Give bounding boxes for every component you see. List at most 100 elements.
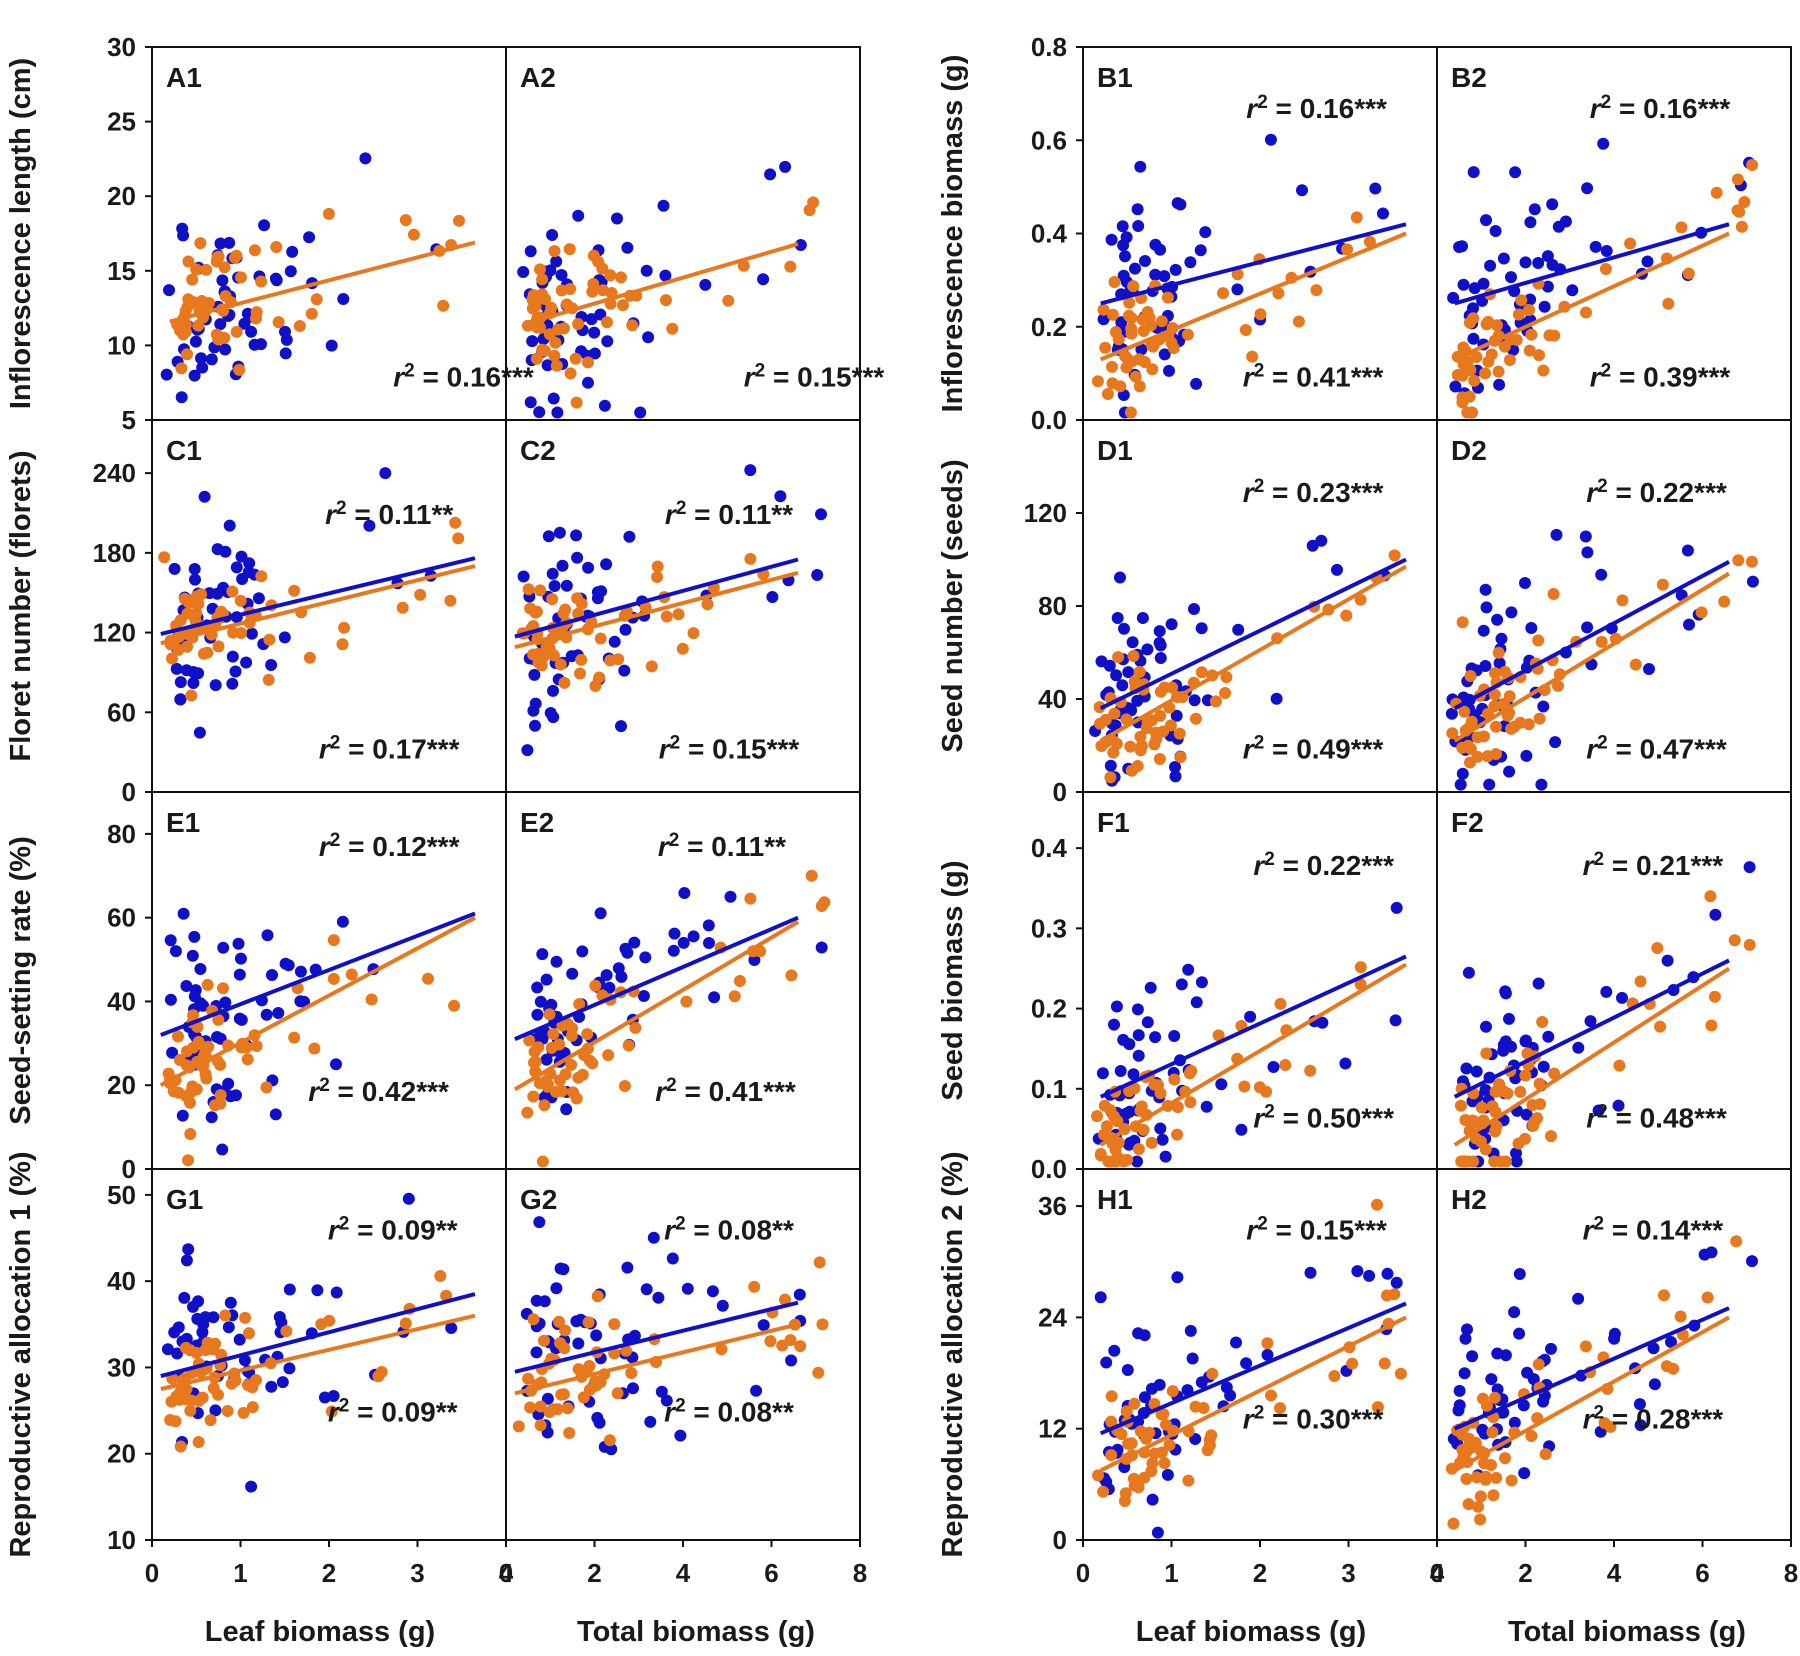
point-orange-a1	[270, 241, 283, 253]
x-tick-label: 4	[1430, 1558, 1445, 1588]
point-blue-e1	[219, 996, 232, 1009]
point-orange-e1	[172, 1030, 184, 1043]
point-orange-e1	[241, 1053, 254, 1066]
x-tick-label: 4	[499, 1558, 514, 1588]
point-blue-f1	[1131, 1155, 1143, 1168]
point-blue-h2	[1508, 1306, 1521, 1319]
y-tick-label: 60	[107, 697, 136, 727]
point-blue-g2	[652, 1291, 665, 1304]
point-blue-c2	[766, 591, 779, 603]
point-orange-g2	[589, 1375, 602, 1388]
point-blue-c2	[528, 668, 541, 681]
y-tick-label: 40	[1038, 684, 1067, 714]
point-orange-a1	[190, 263, 203, 276]
point-orange-h1	[1371, 1198, 1383, 1211]
panel-e1: E1 r2 = 0.12*** r2 = 0.42*** 0 20 40 60 80 Seed-…	[5, 791, 507, 1184]
point-blue-f1	[1108, 1018, 1120, 1031]
fit-line-orange-d1	[1099, 564, 1407, 743]
point-blue-b1	[1199, 226, 1212, 239]
point-blue-d1	[1306, 539, 1319, 552]
point-blue-d1	[1188, 694, 1201, 707]
point-orange-f1	[1109, 1155, 1122, 1168]
point-blue-h1	[1094, 1291, 1107, 1304]
point-blue-g2	[550, 1282, 563, 1295]
r2-blue: r2 = 0.15***	[1246, 1213, 1387, 1246]
point-orange-a2	[536, 343, 549, 356]
point-blue-d2	[1454, 778, 1467, 791]
point-blue-c1	[189, 573, 201, 586]
point-orange-e2	[553, 1038, 566, 1051]
point-blue-b2	[1468, 282, 1481, 295]
fit-line-orange-f1	[1099, 962, 1408, 1147]
point-blue-f1	[1132, 1029, 1145, 1042]
point-blue-c2	[571, 551, 584, 564]
point-orange-e1	[182, 1154, 195, 1167]
point-blue-a2	[550, 255, 563, 268]
point-orange-e2	[556, 1019, 569, 1032]
point-blue-c1	[265, 659, 278, 671]
point-orange-d1	[1134, 730, 1147, 743]
point-blue-h1	[1304, 1266, 1317, 1279]
point-orange-b1	[1167, 342, 1180, 354]
point-orange-e1	[365, 993, 378, 1006]
point-blue-g1	[318, 1391, 331, 1404]
point-blue-b2	[1559, 215, 1572, 228]
point-blue-a1	[196, 361, 209, 374]
point-blue-c2	[529, 719, 541, 732]
point-blue-d1	[1154, 639, 1167, 652]
y-tick-label: 20	[107, 1439, 136, 1469]
point-orange-f2	[1514, 1085, 1527, 1098]
point-blue-e2	[531, 1008, 544, 1021]
point-orange-c2	[593, 671, 606, 684]
point-blue-a2	[524, 245, 537, 258]
r2-orange: r2 = 0.49***	[1243, 732, 1384, 765]
point-orange-a1	[212, 250, 225, 263]
point-orange-g2	[559, 1324, 571, 1337]
point-blue-d2	[1550, 528, 1563, 541]
point-orange-a1	[182, 255, 195, 268]
point-blue-f1	[1244, 1010, 1257, 1023]
point-blue-b1	[1369, 182, 1382, 195]
panel-label: D1	[1097, 435, 1133, 466]
point-blue-e1	[294, 995, 307, 1008]
point-blue-g1	[283, 1283, 296, 1296]
point-blue-e2	[615, 970, 628, 983]
point-orange-a2	[536, 273, 549, 286]
point-blue-b1	[1158, 348, 1171, 361]
point-orange-g1	[246, 1401, 259, 1414]
y-axis-title: Floret number (florets)	[5, 451, 37, 762]
point-orange-g2	[812, 1366, 825, 1379]
point-blue-g2	[605, 1443, 618, 1456]
y-tick-label: 80	[107, 819, 136, 849]
point-blue-a1	[337, 293, 350, 305]
point-orange-e1	[250, 1040, 263, 1052]
y-axis-title: Seed-setting rate (%)	[5, 836, 37, 1124]
point-blue-b2	[1581, 182, 1594, 195]
panel-d2: D2 r2 = 0.22*** r2 = 0.47***	[1436, 419, 1792, 793]
point-blue-a1	[188, 369, 201, 382]
r2-orange: r2 = 0.08**	[664, 1395, 794, 1428]
point-blue-h1	[1184, 1324, 1197, 1337]
point-orange-d1	[1388, 549, 1401, 562]
point-blue-a2	[588, 326, 601, 339]
point-blue-e1	[216, 1143, 229, 1156]
point-orange-f2	[1651, 942, 1664, 954]
point-blue-d1	[1126, 636, 1139, 649]
point-orange-g1	[239, 1311, 252, 1324]
point-blue-a2	[757, 273, 770, 286]
point-orange-a1	[233, 363, 246, 376]
point-blue-c2	[815, 508, 827, 521]
point-orange-d2	[1492, 646, 1505, 659]
point-orange-b2	[1731, 204, 1744, 217]
point-blue-f2	[1462, 966, 1475, 979]
point-blue-e1	[211, 1031, 223, 1043]
point-blue-b1	[1135, 343, 1148, 356]
point-orange-b1	[1272, 287, 1285, 300]
point-orange-f2	[1634, 975, 1647, 988]
point-blue-a2	[794, 239, 807, 251]
panel-h2: H2 r2 = 0.14*** r2 = 0.28*** 0 2 4 6 8	[1430, 1168, 1798, 1588]
point-orange-a1	[200, 263, 213, 276]
point-orange-g1	[315, 1318, 328, 1331]
panel-e2: E2 r2 = 0.11** r2 = 0.41***	[505, 791, 861, 1170]
point-orange-g2	[816, 1318, 829, 1331]
